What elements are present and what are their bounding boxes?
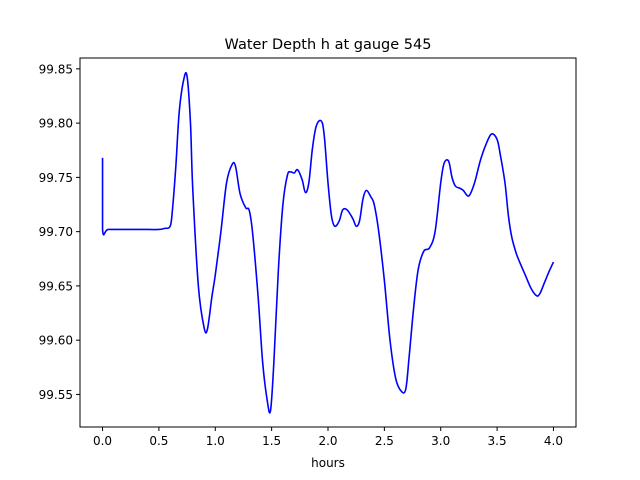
axes-frame bbox=[79, 57, 577, 428]
x-tick-label: 2.0 bbox=[318, 434, 337, 448]
x-tick-label: 0.5 bbox=[149, 434, 168, 448]
y-tick-label: 99.85 bbox=[39, 62, 73, 76]
x-axis-label: hours bbox=[311, 456, 345, 470]
x-tick-label: 3.5 bbox=[488, 434, 507, 448]
series-line bbox=[101, 71, 555, 414]
x-tick-label: 2.5 bbox=[375, 434, 394, 448]
x-tick-label: 0.0 bbox=[93, 434, 112, 448]
y-tick-label: 99.70 bbox=[39, 225, 73, 239]
y-tick-label: 99.55 bbox=[39, 388, 73, 402]
y-tick-label: 99.80 bbox=[39, 117, 73, 131]
y-tick-label: 99.75 bbox=[39, 171, 73, 185]
chart-title: Water Depth h at gauge 545 bbox=[225, 37, 432, 53]
y-tick-label: 99.60 bbox=[39, 334, 73, 348]
x-tick-label: 3.0 bbox=[431, 434, 450, 448]
x-tick-label: 1.5 bbox=[262, 434, 281, 448]
plot-area: 0.0 0.5 1.0 1.5 2.0 2.5 3.0 3.5 4.0 99.55 99.60 99.… bbox=[39, 62, 563, 448]
y-tick-label: 99.65 bbox=[39, 279, 73, 293]
x-tick-label: 4.0 bbox=[544, 434, 563, 448]
x-tick-label: 1.0 bbox=[206, 434, 225, 448]
